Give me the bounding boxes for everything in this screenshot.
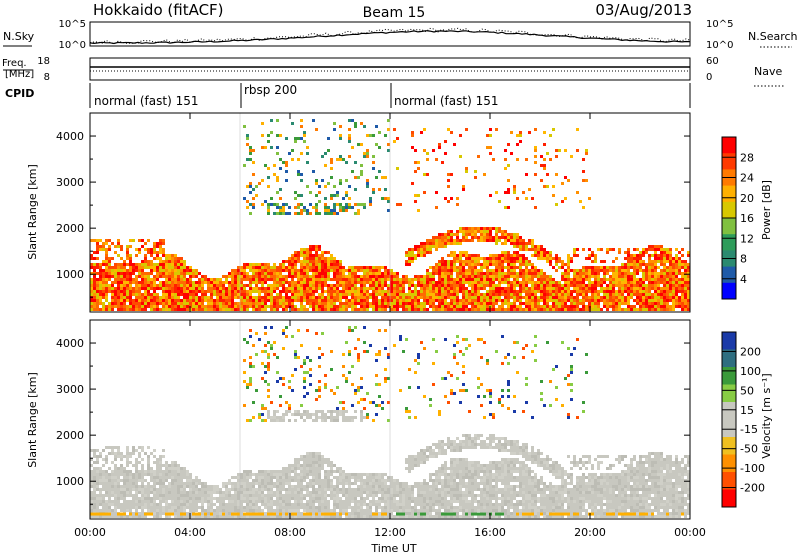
- x-axis-label: Time UT: [370, 542, 416, 554]
- freq-tick-bottom: 8: [44, 72, 50, 83]
- power-colorbar-swatch: [722, 218, 736, 235]
- velocity-colorbar-swatch: [722, 349, 736, 368]
- power-colorbar-swatch: [722, 137, 736, 154]
- noise-left-tick-bottom: 10^0: [59, 40, 86, 51]
- velocity-colorbar-tick-label: -200: [740, 482, 765, 495]
- freq-label: Freq.: [2, 58, 27, 69]
- power-ylabel: Slant Range [km]: [26, 164, 39, 260]
- power-colorbar-label: Power [dB]: [760, 180, 773, 240]
- power-colorbar-tick-label: 16: [740, 212, 754, 225]
- noise-left-tick-top: 10^5: [59, 19, 86, 30]
- nave-label: Nave: [754, 65, 782, 78]
- x-tick-label: 04:00: [174, 526, 206, 539]
- power-colorbar-tick-label: 24: [740, 172, 754, 185]
- power-panel: 1000 2000 3000 4000 Slant Range [km] 28 24 20…: [26, 112, 773, 313]
- power-colorbar-swatch: [722, 282, 736, 300]
- power-ytick-label: 4000: [56, 130, 84, 143]
- power-colorbar-swatch: [722, 266, 736, 284]
- velocity-colorbar-swatch: [722, 472, 736, 490]
- velocity-colorbar-swatch: [722, 454, 736, 473]
- x-tick-label: 20:00: [574, 526, 606, 539]
- power-colorbar-tick-label: 20: [740, 192, 754, 205]
- velocity-colorbar-tick-label: 100: [740, 365, 761, 378]
- plot-title: Hokkaido (fitACF): [93, 1, 224, 19]
- velocity-ytick-label: 2000: [56, 429, 84, 442]
- power-ytick-label: 1000: [56, 268, 84, 281]
- velocity-heatmap: [90, 320, 690, 519]
- velocity-colorbar-label: Velocity [m s⁻¹]: [760, 373, 773, 458]
- velocity-ytick-label: 4000: [56, 337, 84, 350]
- velocity-colorbar-tick-label: 15: [740, 404, 754, 417]
- velocity-colorbar-swatch: [722, 489, 736, 508]
- freq-panel: Freq. [MHz] 18 8 60 0 Nave: [2, 56, 784, 87]
- power-colorbar-tick-label: 8: [740, 253, 747, 266]
- velocity-colorbar-tick-label: -15: [740, 423, 758, 436]
- velocity-colorbar-swatch: [722, 384, 736, 403]
- x-tick-label: 00:00: [674, 526, 706, 539]
- x-tick-label: 16:00: [474, 526, 506, 539]
- power-heatmap: [90, 113, 690, 312]
- beam-label: Beam 15: [363, 5, 426, 21]
- velocity-colorbar-tick-label: -50: [740, 443, 758, 456]
- noise-panel: N.Sky 10^5 10^0 10^5 10^0 N.Search: [3, 19, 798, 51]
- noise-right-label: N.Search: [748, 30, 798, 43]
- freq-unit-label: [MHz]: [5, 69, 34, 80]
- noise-search-trace: [89, 27, 691, 45]
- power-colorbar-tick-label: 12: [740, 232, 754, 245]
- cpid-panel: CPID normal (fast) 151 rbsp 200 normal (…: [5, 83, 691, 108]
- x-tick-label: 00:00: [74, 526, 106, 539]
- nave-tick-top: 60: [706, 56, 719, 67]
- power-colorbar-swatch: [722, 234, 736, 251]
- x-tick-label: 12:00: [374, 526, 406, 539]
- cpid-mode-1: normal (fast) 151: [94, 94, 198, 108]
- power-colorbar-swatch: [722, 201, 736, 219]
- noise-right-tick-bottom: 10^0: [706, 40, 733, 51]
- power-colorbar-tick-label: 28: [740, 151, 754, 164]
- velocity-colorbar-swatch: [722, 332, 736, 350]
- velocity-colorbar-tick-label: -100: [740, 462, 765, 475]
- velocity-colorbar-tick-label: 50: [740, 384, 754, 397]
- power-colorbar-swatch: [722, 153, 736, 170]
- velocity-colorbar-swatch: [722, 402, 736, 420]
- power-colorbar-tick-label: 4: [740, 273, 747, 286]
- noise-right-tick-top: 10^5: [706, 19, 733, 30]
- velocity-colorbar-tick-label: 200: [740, 345, 761, 358]
- velocity-panel: 1000 2000 3000 4000 00:00 04:00 08:00 12:00 16:…: [26, 113, 773, 554]
- velocity-ytick-label: 3000: [56, 383, 84, 396]
- noise-left-label: N.Sky: [3, 30, 35, 43]
- cpid-label: CPID: [5, 87, 34, 100]
- nave-tick-bottom: 0: [706, 72, 712, 83]
- velocity-colorbar-swatch: [722, 437, 736, 455]
- power-ytick-label: 3000: [56, 176, 84, 189]
- noise-sky-trace: [89, 30, 691, 45]
- power-colorbar-swatch: [722, 185, 736, 203]
- velocity-colorbar-swatch: [722, 419, 736, 438]
- power-colorbar: 28 24 20 16 12 8 4: [721, 136, 754, 300]
- velocity-colorbar-swatch: [722, 367, 736, 385]
- date-label: 03/Aug/2013: [595, 1, 692, 19]
- freq-tick-top: 18: [37, 56, 50, 67]
- cpid-mode-3: normal (fast) 151: [394, 94, 498, 108]
- velocity-ytick-label: 1000: [56, 475, 84, 488]
- power-ytick-label: 2000: [56, 222, 84, 235]
- cpid-mode-2: rbsp 200: [244, 83, 297, 97]
- velocity-ylabel: Slant Range [km]: [26, 372, 39, 468]
- velocity-colorbar-frame: [721, 331, 737, 508]
- x-tick-label: 08:00: [274, 526, 306, 539]
- velocity-colorbar: 200 100 50 15 -15 -50 -100 -200: [721, 331, 765, 508]
